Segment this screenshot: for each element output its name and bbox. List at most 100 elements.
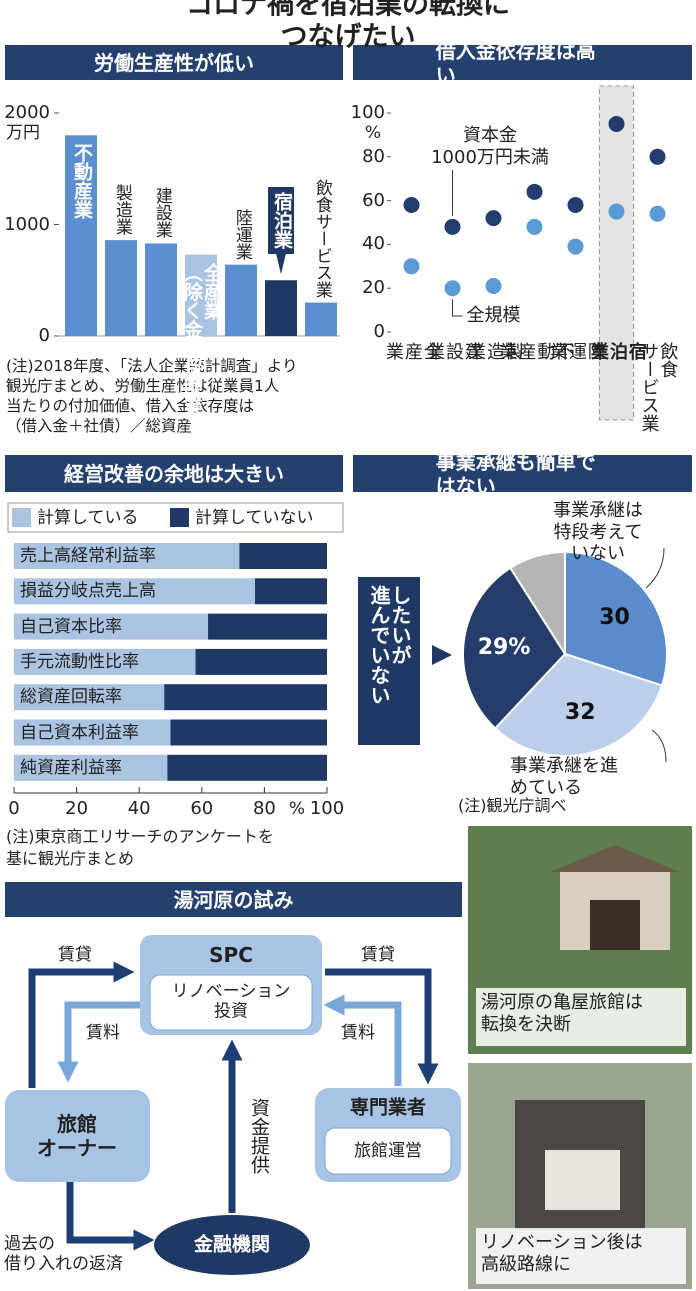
legend-label: 計算している <box>37 507 139 528</box>
y-tick-label: 40 <box>362 233 385 255</box>
legend-swatch <box>12 508 31 527</box>
dot <box>485 210 502 227</box>
pie-slice <box>564 550 668 687</box>
category-label: 売上高経常利益率 <box>20 545 156 566</box>
bar-segment <box>14 719 171 746</box>
node-label: 金融機関 <box>193 1233 271 1256</box>
arrow <box>57 1001 140 1083</box>
main-title: コロナ禍を宿泊業の転換につなげたい <box>186 0 510 53</box>
dot <box>444 218 461 235</box>
pie-slice <box>508 550 566 658</box>
category-label: 事業承継を進めている <box>510 755 618 798</box>
bar-segment <box>14 543 240 569</box>
value-label: 29% <box>477 635 531 661</box>
dot <box>649 148 666 165</box>
pie-slice <box>493 652 664 757</box>
dot <box>526 183 543 200</box>
bar <box>265 280 297 336</box>
series-label: 全規模 <box>466 305 521 327</box>
dot <box>608 115 625 132</box>
section-header <box>5 45 343 80</box>
bar-segment <box>14 754 168 781</box>
note: (注)2018年度、「法人企業統計調査」より 観光庁まとめ、労働生産性は従業員1… <box>6 357 298 436</box>
node-label: 旅館 オーナー <box>37 1112 117 1160</box>
photo-caption-box <box>476 988 686 1046</box>
x-tick-label: 陸 運 業 <box>547 342 606 360</box>
edge-label: 過去の 借り入れの返済 <box>4 1234 123 1275</box>
legend-box <box>7 502 344 533</box>
dot <box>608 203 625 220</box>
category-label: 自己資本比率 <box>20 616 122 637</box>
category-label: したいが 進んでいない <box>358 577 420 745</box>
section-header <box>353 455 692 492</box>
photo-detail <box>590 900 640 950</box>
x-tick-label: 宿 泊 業 <box>588 342 647 360</box>
legend-label: 計算していない <box>195 507 314 528</box>
node-ellipse <box>154 1215 310 1275</box>
category-label: 全産業 （除く金融保険業） <box>181 262 223 434</box>
bar-segment <box>14 648 196 675</box>
note: (注)観光庁調べ <box>458 796 567 815</box>
y-tick-label: 0 <box>38 325 50 347</box>
dot <box>526 218 543 235</box>
x-unit: % <box>288 798 306 819</box>
y-unit: % <box>364 123 382 143</box>
y-tick-label: 20 <box>362 277 385 299</box>
edge-label: 賃貸 <box>58 944 92 965</box>
category-label: 飲食サービス業 <box>311 178 332 298</box>
category-label: 損益分岐点売上高 <box>20 581 156 602</box>
photo-detail <box>550 845 680 872</box>
highlight-band <box>599 85 634 421</box>
x-tick-label: 100 <box>309 798 345 820</box>
dot <box>649 205 666 222</box>
edge-label: 資金提供 <box>247 1098 270 1174</box>
y-tick-label: 1000 <box>4 213 50 235</box>
node-label: SPC <box>209 943 253 967</box>
bar-segment <box>208 613 327 640</box>
x-tick-label: 40 <box>127 798 151 820</box>
bar-segment <box>14 613 209 640</box>
section-title: 借入金依存度は高い <box>435 38 596 87</box>
dot <box>444 280 461 297</box>
x-tick-label: 0 <box>8 798 20 820</box>
bar <box>185 254 217 336</box>
edge-label: 賃料 <box>86 1022 120 1043</box>
y-tick-label: 0 <box>373 321 385 343</box>
bar-segment <box>14 578 256 605</box>
section-header <box>5 882 462 917</box>
y-tick-label: 100 <box>350 102 385 124</box>
leader-line <box>651 729 667 763</box>
node-label: 専門業者 <box>349 1096 427 1119</box>
photos <box>468 826 692 1289</box>
leader-line <box>645 547 665 589</box>
x-tick-label: 製 造 業 <box>465 342 524 360</box>
leader-line <box>452 299 463 317</box>
dot <box>567 196 584 213</box>
section-title: 経営改善の余地は大きい <box>64 461 284 486</box>
value-label: 32 <box>564 700 596 726</box>
bar <box>145 243 177 336</box>
x-tick-label: 飲食 サービス業 <box>638 342 679 432</box>
arrow <box>66 1182 155 1251</box>
category-label: 自己資本利益率 <box>20 722 139 743</box>
category-label: 建設業 <box>151 187 172 239</box>
photo-detail <box>545 1150 620 1210</box>
category-label: 宿泊業 <box>268 187 294 255</box>
dot <box>567 238 584 255</box>
section-title: 労働生産性が低い <box>94 50 254 75</box>
bar <box>305 302 337 336</box>
node-inner <box>324 1127 452 1175</box>
x-tick-label: 60 <box>190 798 214 820</box>
node-box <box>5 1090 150 1182</box>
section-title: 湯河原の試み <box>173 887 294 912</box>
pointer <box>432 645 452 665</box>
photo-caption-box <box>476 1228 686 1284</box>
arrow <box>323 994 402 1086</box>
dot <box>485 278 502 295</box>
photo-caption: リノベーション後は 高級路線に <box>481 1232 643 1275</box>
note: (注)東京商工リサーチのアンケートを 基に観光庁まとめ <box>6 827 274 868</box>
diagram <box>5 935 461 1275</box>
x-tick-label: 80 <box>252 798 276 820</box>
arrow <box>28 961 135 1088</box>
